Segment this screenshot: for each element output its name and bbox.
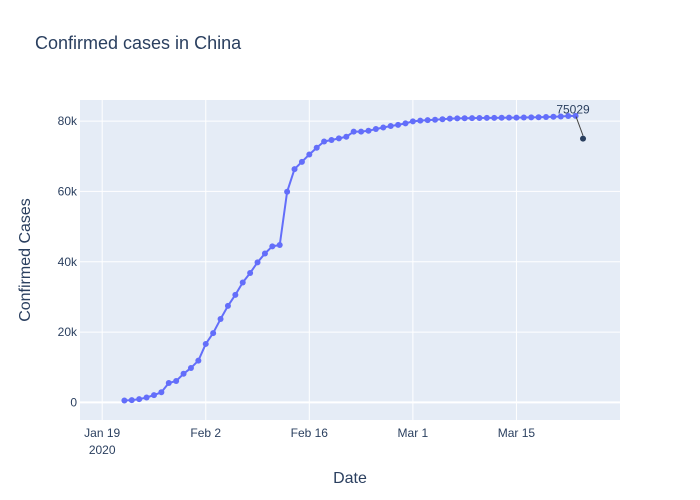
- y-tick-label: 40k: [58, 255, 78, 269]
- data-point[interactable]: [158, 389, 165, 396]
- annotation-marker: [580, 135, 587, 142]
- data-point[interactable]: [372, 125, 379, 132]
- data-point[interactable]: [210, 330, 217, 337]
- x-tick-label: Jan 19: [84, 426, 120, 440]
- data-point[interactable]: [520, 114, 527, 121]
- data-point[interactable]: [343, 133, 350, 140]
- annotation-arrow: [575, 116, 584, 136]
- data-point[interactable]: [365, 127, 372, 134]
- data-point[interactable]: [180, 370, 187, 377]
- data-point[interactable]: [276, 242, 283, 249]
- data-point[interactable]: [387, 123, 394, 130]
- data-point[interactable]: [491, 114, 498, 121]
- data-point[interactable]: [313, 144, 320, 151]
- data-point[interactable]: [476, 114, 483, 121]
- data-point[interactable]: [454, 115, 461, 122]
- data-point[interactable]: [439, 116, 446, 123]
- data-point[interactable]: [232, 291, 239, 298]
- data-point[interactable]: [328, 137, 335, 144]
- data-point[interactable]: [269, 243, 276, 250]
- data-point[interactable]: [535, 114, 542, 121]
- data-point[interactable]: [409, 118, 416, 125]
- y-tick-label: 20k: [58, 325, 78, 339]
- data-point[interactable]: [121, 397, 128, 404]
- data-point[interactable]: [224, 302, 231, 309]
- data-point[interactable]: [195, 357, 202, 364]
- data-point[interactable]: [513, 114, 520, 121]
- data-point[interactable]: [150, 392, 157, 399]
- chart-title: Confirmed cases in China: [35, 33, 242, 53]
- data-point[interactable]: [254, 259, 261, 266]
- x-tick-label: Feb 16: [291, 426, 329, 440]
- data-point[interactable]: [358, 128, 365, 135]
- data-point[interactable]: [217, 316, 224, 323]
- data-point[interactable]: [335, 135, 342, 142]
- data-point[interactable]: [350, 128, 357, 135]
- data-point[interactable]: [291, 166, 298, 173]
- data-point[interactable]: [432, 116, 439, 123]
- data-point[interactable]: [239, 279, 246, 286]
- data-point[interactable]: [128, 397, 135, 404]
- plot-area: [80, 100, 620, 420]
- data-point[interactable]: [446, 115, 453, 122]
- grid: [80, 100, 620, 420]
- data-point[interactable]: [284, 188, 291, 195]
- data-point[interactable]: [506, 114, 513, 121]
- data-point[interactable]: [543, 114, 550, 121]
- data-point[interactable]: [247, 269, 254, 276]
- x-tick-label: Mar 15: [498, 426, 536, 440]
- data-point[interactable]: [469, 115, 476, 122]
- data-point[interactable]: [417, 117, 424, 124]
- data-point[interactable]: [528, 114, 535, 121]
- x-tick-sublabel: 2020: [89, 443, 116, 457]
- data-point[interactable]: [395, 121, 402, 128]
- y-tick-label: 80k: [58, 114, 78, 128]
- x-axis-title: Date: [333, 470, 367, 487]
- data-point[interactable]: [483, 114, 490, 121]
- data-point[interactable]: [321, 138, 328, 145]
- data-point[interactable]: [572, 112, 579, 119]
- data-point[interactable]: [173, 378, 180, 385]
- x-tick-label: Mar 1: [398, 426, 429, 440]
- y-tick-label: 60k: [58, 184, 78, 198]
- data-point[interactable]: [550, 113, 557, 120]
- data-point[interactable]: [187, 364, 194, 371]
- data-point[interactable]: [261, 250, 268, 257]
- tick-labels: 0 20k 40k 60k 80k Jan 19 2020 Feb 2 Feb 16 Mar 1 M…: [58, 114, 536, 457]
- data-point[interactable]: [306, 151, 313, 158]
- data-point[interactable]: [136, 396, 143, 403]
- data-point[interactable]: [298, 158, 305, 165]
- x-tick-label: Feb 2: [190, 426, 221, 440]
- data-point[interactable]: [557, 113, 564, 120]
- y-axis-title: Confirmed Cases: [17, 198, 34, 322]
- data-point[interactable]: [424, 117, 431, 124]
- data-point[interactable]: [165, 380, 172, 387]
- series-layer: [121, 112, 579, 404]
- data-point[interactable]: [402, 120, 409, 127]
- annotation-label: 75029: [556, 103, 590, 117]
- data-point[interactable]: [380, 124, 387, 131]
- y-tick-label: 0: [70, 395, 77, 409]
- data-point[interactable]: [461, 115, 468, 122]
- data-point[interactable]: [143, 394, 150, 401]
- annotation-layer: 75029: [556, 103, 590, 142]
- data-point[interactable]: [565, 113, 572, 120]
- data-point[interactable]: [498, 114, 505, 121]
- data-point[interactable]: [202, 340, 209, 347]
